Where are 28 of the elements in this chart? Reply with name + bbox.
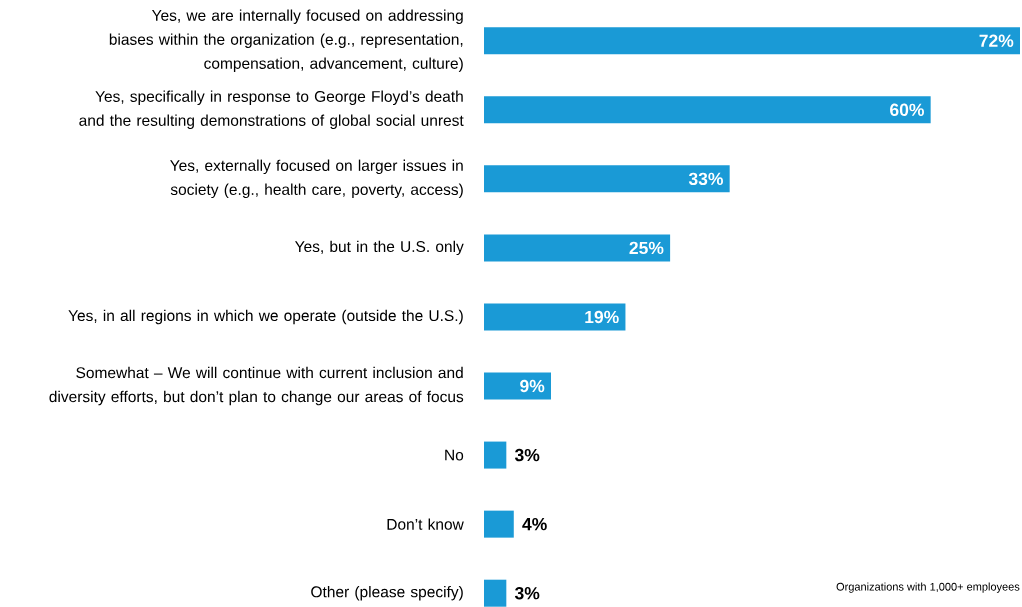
bar — [484, 510, 514, 538]
y-tick-label: Don’t know — [387, 518, 464, 530]
annotation: Organizations with 1,000+ employees — [836, 582, 1020, 593]
y-tick-label: Somewhat – We will continue with current inclusion and diversity efforts, but don’t plan to change our areas of focus — [49, 366, 464, 406]
bar — [484, 579, 507, 607]
data-label: 9% — [520, 379, 545, 393]
data-label: 25% — [629, 241, 664, 255]
bar — [484, 27, 1020, 55]
data-label: 3% — [514, 586, 540, 600]
y-tick-label: No — [445, 449, 464, 461]
data-label: 4% — [522, 517, 547, 531]
y-tick-label: Other (please specify) — [311, 585, 463, 601]
bar — [484, 96, 931, 124]
data-label: 33% — [688, 172, 723, 186]
bar — [484, 234, 671, 262]
bar — [484, 441, 507, 469]
bar — [484, 303, 626, 331]
bar — [484, 165, 730, 193]
y-tick-label: Yes, specifically in response to George Floyd’s death and the resulting demonstrations of global social unrest — [79, 90, 464, 129]
y-tick-label: Yes, but in the U.S. only — [294, 240, 464, 256]
data-label: 19% — [585, 310, 619, 324]
y-tick-label: Yes, in all regions in which we operate (outside the U.S.) — [68, 309, 463, 325]
bar — [484, 372, 551, 400]
data-label: 72% — [979, 34, 1014, 47]
y-tick-label: Yes, externally focused on larger issues in society (e.g., health care, poverty, access) — [170, 159, 463, 199]
data-label: 3% — [514, 448, 540, 462]
data-label: 60% — [890, 103, 924, 116]
y-tick-label: Yes, we are internally focused on addressing biases within the organization (e.g., representation, compensation, advancement, culture) — [109, 9, 463, 72]
